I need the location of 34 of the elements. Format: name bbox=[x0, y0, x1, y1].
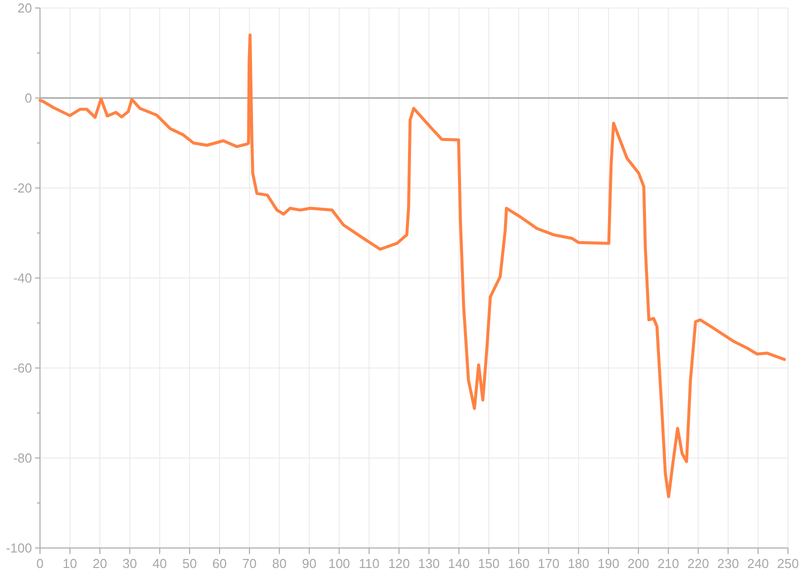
x-tick-label: 230 bbox=[717, 556, 740, 571]
x-tick-label: 240 bbox=[747, 556, 769, 571]
x-tick-label: 250 bbox=[777, 556, 799, 571]
x-tick-label: 190 bbox=[598, 556, 620, 571]
x-tick-label: 120 bbox=[388, 556, 410, 571]
x-tick-label: 220 bbox=[687, 556, 710, 571]
x-tick-label: 60 bbox=[212, 556, 227, 571]
x-tick-label: 100 bbox=[328, 556, 350, 571]
x-tick-label: 50 bbox=[182, 556, 197, 571]
y-tick-label: -100 bbox=[6, 540, 32, 556]
x-tick-label: 210 bbox=[657, 556, 680, 571]
x-tick-label: 160 bbox=[508, 556, 530, 571]
y-tick-label: -80 bbox=[13, 450, 32, 466]
x-tick-label: 40 bbox=[152, 556, 167, 571]
x-tick-label: 170 bbox=[538, 556, 560, 571]
y-tick-label: 20 bbox=[18, 0, 32, 16]
line-series bbox=[38, 34, 786, 498]
x-tick-label: 180 bbox=[568, 556, 590, 571]
x-tick-label: 200 bbox=[628, 556, 650, 571]
y-tick-label: -60 bbox=[13, 360, 32, 376]
x-tick-label: 80 bbox=[272, 556, 287, 571]
x-tick-label: 110 bbox=[358, 556, 380, 571]
x-tick-label: 140 bbox=[448, 556, 470, 571]
x-tick-label: 150 bbox=[478, 556, 500, 571]
x-tick-label: 30 bbox=[122, 556, 137, 571]
x-tick-label: 0 bbox=[36, 556, 44, 571]
x-tick-label: 20 bbox=[92, 556, 108, 571]
y-tick-label: 0 bbox=[24, 90, 32, 106]
x-tick-label: 10 bbox=[62, 556, 78, 571]
y-tick-label: -20 bbox=[13, 180, 32, 196]
x-tick-label: 90 bbox=[302, 556, 317, 571]
x-tick-label: 70 bbox=[242, 556, 257, 571]
y-tick-label: -40 bbox=[13, 270, 32, 286]
x-tick-label: 130 bbox=[418, 556, 440, 571]
